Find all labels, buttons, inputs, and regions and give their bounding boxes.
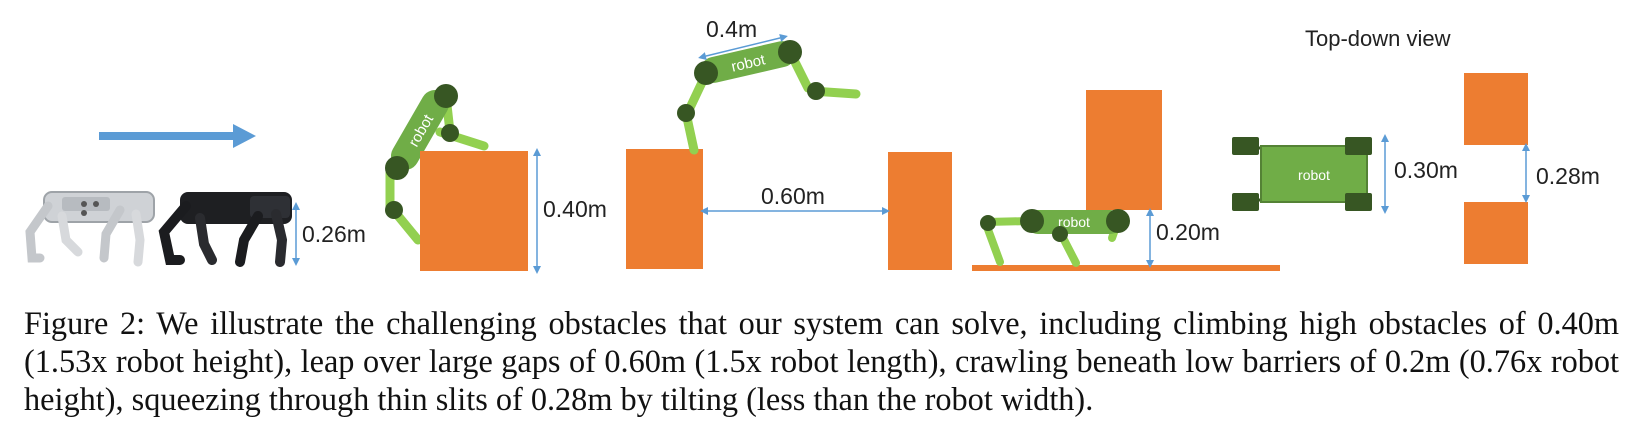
crawl-height-label: 0.20m	[1156, 219, 1220, 245]
gap-width-label: 0.60m	[761, 183, 825, 209]
crawl-barrier	[1086, 90, 1162, 210]
crawl-robot-label: robot	[1058, 214, 1090, 230]
slit-width-label: 0.28m	[1536, 163, 1600, 189]
slit-wall-top	[1464, 73, 1528, 145]
robot-photo-black	[158, 192, 292, 267]
topdown-robot: robot	[1232, 137, 1372, 211]
slit-wall-bottom	[1464, 202, 1528, 264]
robot-photo-silver	[25, 191, 155, 267]
climb-height-label: 0.40m	[543, 196, 607, 222]
leap-length-dimension	[698, 34, 788, 60]
climb-robot: robot	[385, 84, 489, 245]
robot-height-label: 0.26m	[302, 221, 366, 247]
gap-obstacle-left	[626, 149, 703, 269]
caption-label: Figure 2:	[24, 305, 146, 341]
leap-robot: robot	[677, 40, 861, 155]
leap-length-label: 0.4m	[706, 16, 757, 42]
figure-caption: Figure 2: We illustrate the challenging …	[24, 304, 1619, 418]
topdown-robot-label: robot	[1298, 167, 1330, 183]
figure-illustration: 0.26m robot 0.40m robot 0.4m 0	[25, 16, 1600, 274]
top-view-title: Top-down view	[1305, 26, 1451, 51]
climb-obstacle	[420, 151, 528, 271]
robot-width-label: 0.30m	[1394, 157, 1458, 183]
direction-arrow	[99, 124, 256, 148]
crawl-robot: robot	[980, 209, 1130, 267]
crawl-ground	[972, 265, 1280, 271]
gap-obstacle-right	[888, 152, 952, 270]
caption-text: We illustrate the challenging obstacles …	[24, 305, 1619, 417]
